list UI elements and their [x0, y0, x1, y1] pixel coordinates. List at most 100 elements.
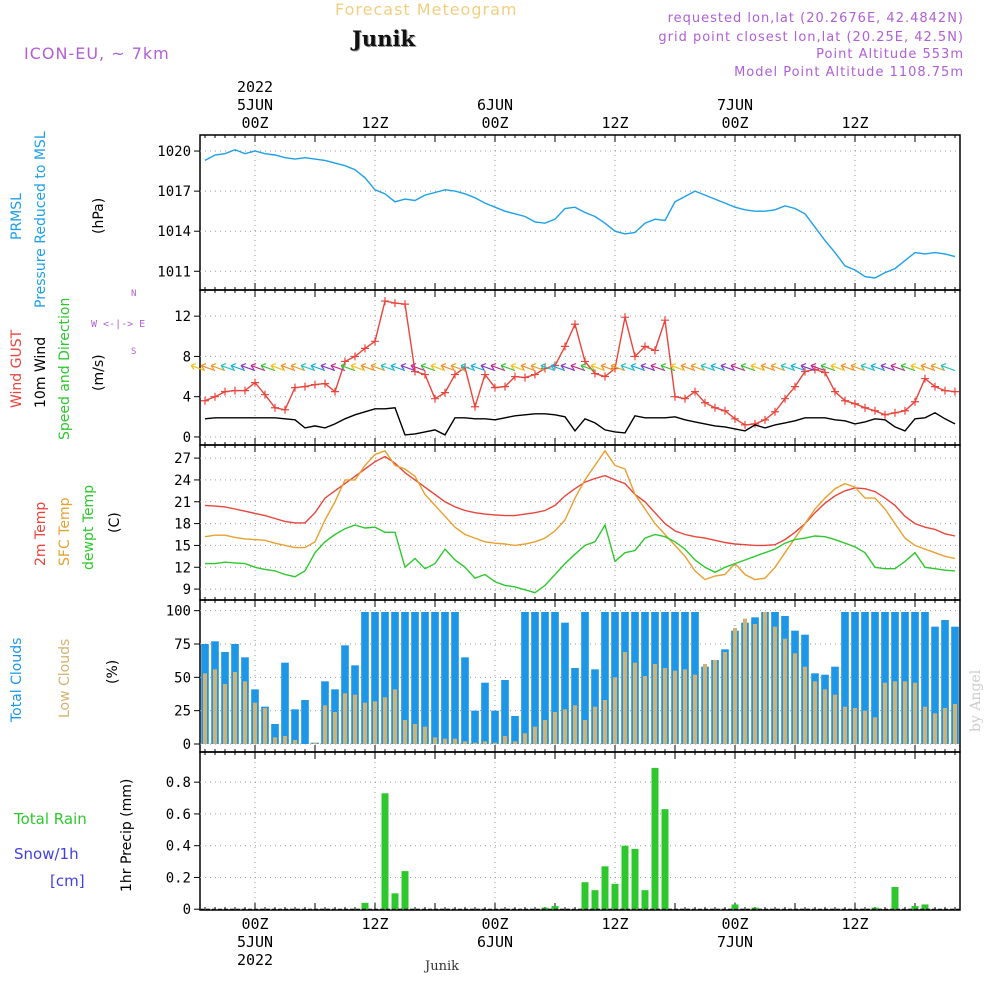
wind-direction-arrow — [610, 362, 626, 372]
total-cloud-bar — [541, 612, 549, 744]
gust-marker — [531, 370, 539, 379]
wind-direction-arrow — [280, 362, 296, 372]
wind-direction-arrow — [360, 362, 376, 372]
low-cloud-bar — [473, 742, 477, 744]
low-cloud-bar — [503, 736, 507, 744]
y-tick-label: 1014 — [157, 224, 191, 240]
gust-marker — [891, 408, 899, 417]
wind-direction-arrow — [240, 362, 256, 372]
gust-marker — [571, 320, 579, 329]
bottom-time-label: 00Z — [721, 915, 748, 933]
gust-marker — [641, 342, 649, 351]
y-tick-label: 1011 — [157, 264, 191, 280]
gust-marker — [211, 392, 219, 401]
wind-direction-arrow — [790, 362, 806, 372]
rain-bar — [591, 890, 599, 910]
wind-direction-arrow — [780, 362, 796, 372]
total-cloud-bar — [891, 612, 899, 744]
point-altitude: Point Altitude 553m — [816, 47, 964, 62]
low-cloud-bar — [893, 681, 897, 744]
total-cloud-bar — [281, 662, 289, 744]
wind-direction-arrow — [440, 362, 456, 372]
rain-bar — [651, 767, 659, 910]
gust-marker — [831, 387, 839, 396]
rain-bar — [401, 871, 409, 910]
low-cloud-bar — [693, 674, 697, 744]
rain-bar — [601, 866, 609, 910]
wind-direction-arrow — [770, 362, 786, 372]
gust-marker — [661, 316, 669, 325]
wind-direction-arrow — [870, 362, 886, 372]
wind-direction-arrow — [930, 362, 946, 372]
rain-bar — [381, 793, 389, 910]
y-tick-label: 100 — [166, 604, 191, 620]
gust-marker — [491, 383, 499, 392]
low-cloud-bar — [263, 708, 267, 744]
total-cloud-bar — [271, 724, 279, 744]
rain-bar — [551, 906, 559, 910]
model-altitude: Model Point Altitude 1108.75m — [734, 65, 964, 80]
gust-marker — [901, 406, 909, 415]
panel-frame — [199, 751, 961, 911]
top-time-label: 12Z — [601, 114, 628, 132]
low-cloud-bar — [683, 669, 687, 744]
wind-direction-arrow — [210, 362, 226, 372]
low-cloud-bar — [673, 670, 677, 744]
total-cloud-bar — [591, 669, 599, 744]
low-cloud-bar — [863, 710, 867, 744]
top-time-label: 5JUN — [237, 96, 273, 114]
gust-marker — [861, 403, 869, 412]
gust-marker — [271, 403, 279, 412]
gust-marker — [381, 297, 389, 306]
total-cloud-bar — [461, 657, 469, 744]
total-cloud-bar — [511, 716, 519, 744]
wind-direction-arrow — [810, 362, 826, 372]
bottom-time-label: 6JUN — [477, 933, 513, 951]
low-cloud-bar — [293, 740, 297, 744]
requested-coords: requested lon,lat (20.2676E, 42.4842N) — [667, 11, 964, 26]
total-cloud-bar — [861, 612, 869, 744]
rain-bar — [661, 809, 669, 910]
gust-marker — [291, 383, 299, 392]
wind-direction-arrow — [260, 362, 276, 372]
low-cloud-bar — [313, 742, 317, 744]
low-cloud-bar — [903, 681, 907, 744]
gust-marker — [241, 386, 249, 395]
wind-direction-arrow — [390, 362, 406, 372]
forecast-subtitle: Forecast Meteogram — [335, 0, 518, 19]
wind-direction-arrow — [920, 362, 936, 372]
low-cloud-bar — [763, 612, 767, 744]
rain-bar — [631, 848, 639, 910]
wind-direction-arrow — [880, 362, 896, 372]
wind-direction-arrow — [860, 362, 876, 372]
wind-direction-arrow — [600, 362, 616, 372]
gust-marker — [801, 367, 809, 376]
wind-direction-arrow — [540, 362, 556, 372]
low-cloud-bar — [833, 694, 837, 744]
gust-marker — [951, 387, 959, 396]
total-cloud-bar — [881, 612, 889, 744]
total-cloud-bar — [551, 612, 559, 744]
low-cloud-bar — [423, 726, 427, 744]
bottom-time-label: 12Z — [601, 915, 628, 933]
wind-direction-arrow — [470, 362, 486, 372]
y-tick-label: 24 — [174, 473, 191, 489]
wind-direction-arrow — [590, 362, 606, 372]
low-cloud-bar — [213, 669, 217, 744]
gust-marker — [451, 370, 459, 379]
total-cloud-bar — [471, 710, 479, 744]
wind-direction-arrow — [760, 362, 776, 372]
bottom-time-label: 7JUN — [717, 933, 753, 951]
wind-direction-arrow — [410, 362, 426, 372]
y-tick-label: 1017 — [157, 184, 191, 200]
low-cloud-bar — [563, 709, 567, 744]
top-time-label: 00Z — [721, 114, 748, 132]
gust-marker — [391, 299, 399, 308]
compass-s: S — [131, 347, 137, 357]
total-cloud-bar — [381, 612, 389, 744]
y-tick-label: 27 — [174, 451, 191, 467]
series-line-wind-gust — [204, 300, 956, 426]
low-cloud-bar — [843, 706, 847, 744]
total-cloud-bar — [491, 710, 499, 744]
low-cloud-bar — [333, 712, 337, 744]
